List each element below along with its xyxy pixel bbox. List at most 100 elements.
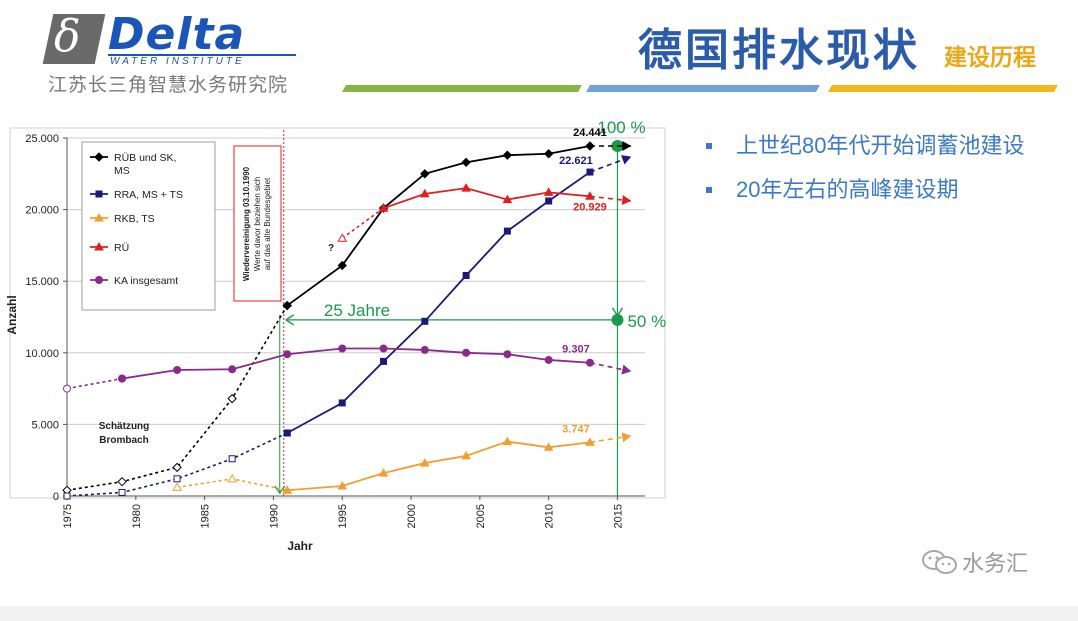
bullet-item: 上世纪80年代开始调蓄池建设 xyxy=(706,128,1024,172)
data-point xyxy=(282,300,292,311)
x-tick-label: 1985 xyxy=(200,504,212,528)
series-line xyxy=(383,187,591,210)
x-axis-label: Jahr xyxy=(287,539,313,553)
bullet-text: 20年左右的高峰建设期 xyxy=(736,177,959,202)
data-point xyxy=(63,384,71,393)
x-tick-label: 2005 xyxy=(475,504,487,528)
data-point xyxy=(419,188,430,198)
data-label: 24.441 xyxy=(573,127,607,139)
data-point xyxy=(461,183,471,192)
bullet-text: 上世纪80年代开始调蓄池建设 xyxy=(736,133,1025,158)
data-point xyxy=(462,348,471,357)
data-point xyxy=(337,480,348,490)
series-estimate-line xyxy=(341,207,384,239)
estimate-label: Brombach xyxy=(99,435,148,446)
x-tick-label: 1980 xyxy=(131,504,143,528)
x-tick-label: 1990 xyxy=(268,504,280,528)
pct50-dot xyxy=(611,313,624,326)
legend-label: RÜ xyxy=(114,242,129,254)
series-projection-arrow xyxy=(622,141,632,152)
data-point xyxy=(380,357,388,365)
data-point xyxy=(117,476,127,487)
delta-symbol-icon: δ xyxy=(54,11,81,62)
data-point xyxy=(461,450,471,460)
watermark-text: 水务汇 xyxy=(962,551,1029,576)
data-point xyxy=(585,437,595,446)
data-label: 20.929 xyxy=(573,201,607,213)
data-point xyxy=(378,203,389,212)
data-point xyxy=(502,436,513,446)
data-point xyxy=(172,462,182,473)
legend-label: RÜB und SK, xyxy=(114,152,176,164)
series-projection-line xyxy=(589,361,632,373)
data-point xyxy=(543,442,554,451)
logo-wordmark: Delta xyxy=(108,9,246,60)
data-point xyxy=(503,227,511,235)
y-tick-label: 25.000 xyxy=(25,133,59,145)
x-tick-label: 2015 xyxy=(612,504,624,528)
series-line xyxy=(286,171,591,434)
bullet-square-icon xyxy=(706,187,712,193)
data-point xyxy=(545,197,553,205)
data-point xyxy=(585,358,594,367)
y-tick-label: 5.000 xyxy=(31,419,59,431)
page-title: 德国排水现状 xyxy=(638,26,920,75)
data-label: 3.747 xyxy=(562,423,590,435)
y-tick-label: 0 xyxy=(53,491,59,503)
page-subtitle: 建设历程 xyxy=(944,44,1036,70)
institute-name: 江苏长三角智慧水务研究院 xyxy=(48,75,289,96)
footer-strip xyxy=(0,606,1078,621)
logo-tagline: WATER INSTITUTE xyxy=(110,56,245,67)
span-arrow-head xyxy=(285,314,295,326)
data-point xyxy=(94,152,104,162)
data-point xyxy=(95,190,103,198)
y-axis-label: Anzahl xyxy=(5,295,19,334)
series-projection-arrow xyxy=(621,364,632,375)
data-point xyxy=(118,374,127,383)
y-tick-label: 20.000 xyxy=(25,205,59,217)
x-tick-label: 1975 xyxy=(62,504,74,528)
x-tick-label: 2000 xyxy=(406,504,418,528)
data-point xyxy=(502,150,513,160)
data-point xyxy=(172,482,182,491)
reunification-note: Werte davor beziehen sich xyxy=(253,177,262,272)
data-point xyxy=(118,488,126,496)
series-projection-line xyxy=(589,435,632,444)
data-point xyxy=(282,485,293,494)
span-label: 25 Jahre xyxy=(324,301,390,320)
data-point xyxy=(543,149,554,159)
data-point xyxy=(585,141,595,151)
data-point xyxy=(378,468,389,477)
data-point xyxy=(586,168,594,176)
bullet-square-icon xyxy=(706,143,712,149)
data-point xyxy=(283,350,292,359)
series-projection-line xyxy=(589,195,632,202)
pct100-label: 100 % xyxy=(597,120,645,137)
series-line xyxy=(286,145,591,307)
data-point xyxy=(63,492,71,500)
bullet-list: 上世纪80年代开始调蓄池建设 20年左右的高峰建设期 xyxy=(706,128,1024,216)
bullet-item: 20年左右的高峰建设期 xyxy=(706,172,1024,216)
estimate-label: Schätzung xyxy=(99,421,150,432)
data-point xyxy=(421,317,429,325)
reunification-box xyxy=(233,145,282,302)
line-chart: 0 5.000 10.000 15.000 20.000 25.000 1975 1980 19… xyxy=(5,120,666,553)
series-estimate-line xyxy=(66,432,288,497)
data-point xyxy=(227,473,238,483)
data-point xyxy=(420,169,430,179)
data-point xyxy=(419,458,430,467)
series-projection-arrow xyxy=(621,432,632,443)
accent-bar-blue xyxy=(585,85,821,92)
reunification-note: auf das alte Bundesgebiet xyxy=(263,177,272,270)
data-point xyxy=(337,233,348,242)
accent-bar-green xyxy=(341,85,583,92)
legend-box xyxy=(81,141,216,311)
data-point xyxy=(502,194,513,204)
x-tick-label: 1995 xyxy=(337,504,349,528)
logo: δ Delta WATER INSTITUTE 江苏长三角智慧水务研究院 xyxy=(42,9,304,100)
legend-label: MS xyxy=(114,165,130,177)
series-estimate-line xyxy=(66,305,288,492)
data-point xyxy=(420,345,429,354)
data-point xyxy=(461,157,471,168)
data-point xyxy=(173,475,181,483)
